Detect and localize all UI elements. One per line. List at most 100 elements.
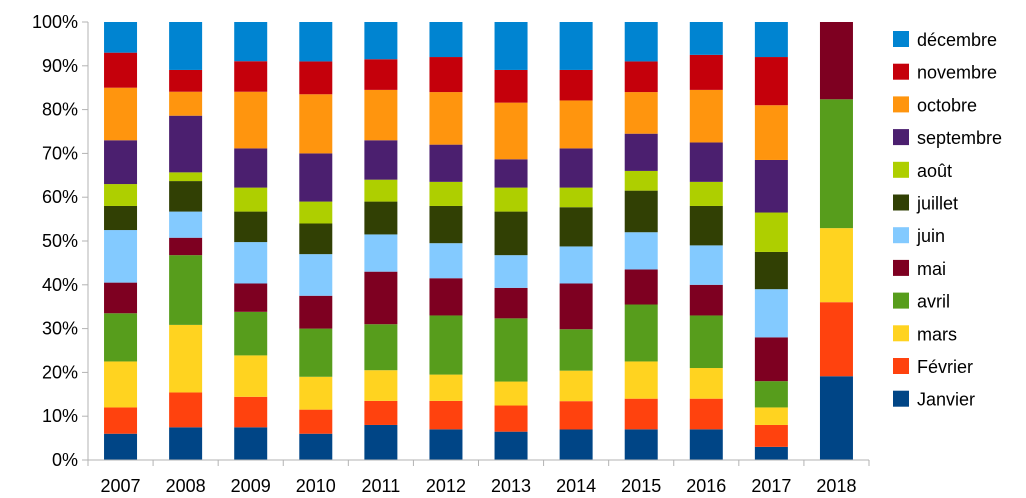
bar-segment-2015-juin [624,232,658,270]
bar-segment-2008-mars [169,324,203,393]
bar-segment-2007-novembre [104,52,138,88]
bar-segment-2011-juillet [364,201,398,235]
bar-segment-2018-mai [819,22,853,100]
legend-label: novembre [917,63,997,83]
bar-segment-2018-Janvier [819,376,853,460]
legend-label: juillet [916,194,958,214]
bar-segment-2008-août [169,172,203,182]
bar-segment-2007-juin [104,230,138,283]
bar-segment-2017-avril [754,381,788,408]
x-tick-label: 2011 [362,476,401,496]
bar-segment-2015-Février [624,398,658,430]
bar-segment-2011-avril [364,324,398,371]
bar-segment-2007-septembre [104,140,138,185]
y-tick-label: 60% [42,187,78,207]
bar-segment-2009-mars [234,355,268,397]
bar-segment-2013-novembre [494,69,528,103]
bar-segment-2011-mai [364,271,398,325]
bar-segment-2014-Janvier [559,429,593,460]
x-tick-label: 2015 [621,476,661,496]
bar-segment-2010-août [299,201,333,224]
bar-segment-2017-juin [754,289,788,338]
x-tick-label: 2007 [101,476,141,496]
bar-segment-2011-novembre [364,59,398,90]
legend-swatch-juillet [893,194,909,211]
bar-segment-2007-octobre [104,87,138,141]
bar-segment-2014-Février [559,401,593,430]
bar-segment-2008-septembre [169,115,203,173]
bar-segment-2013-juin [494,255,528,288]
plot-area [104,22,853,460]
bar-segment-2008-juillet [169,181,203,212]
bar-segment-2015-octobre [624,92,658,134]
bar-segment-2013-septembre [494,159,528,188]
bar-segment-2013-Janvier [494,431,528,460]
bar-segment-2009-juin [234,242,268,284]
bar-segment-2012-décembre [429,22,463,58]
legend-label: juin [916,226,945,246]
y-tick-label: 80% [42,100,78,120]
x-tick-label: 2012 [426,476,466,496]
bar-segment-2010-mars [299,376,333,410]
bar-segment-2015-novembre [624,61,658,93]
bar-segment-2010-juillet [299,223,333,255]
bar-segment-2016-Janvier [689,429,723,460]
bar-segment-2013-octobre [494,102,528,160]
bar-segment-2012-Février [429,400,463,430]
x-tick-label: 2010 [296,476,336,496]
legend-label: octobre [917,95,977,115]
bar-segment-2017-juillet [754,251,788,290]
legend-swatch-juin [893,227,909,244]
bar-segment-2011-Février [364,400,398,425]
y-tick-label: 30% [42,319,78,339]
bar-segment-2016-novembre [689,54,723,90]
bar-segment-2016-Février [689,398,723,430]
legend-label: décembre [917,30,997,50]
bar-segment-2015-mai [624,269,658,305]
bar-segment-2008-Février [169,392,203,428]
bar-segment-2014-octobre [559,100,593,149]
bar-segment-2011-octobre [364,89,398,141]
bar-segment-2008-Janvier [169,427,203,460]
bar-segment-2018-avril [819,99,853,229]
bar-segment-2010-décembre [299,22,333,62]
bar-segment-2017-décembre [754,22,788,58]
bar-segment-2012-avril [429,315,463,375]
bar-segment-2007-Février [104,407,138,434]
bar-segment-2017-août [754,212,788,252]
bar-segment-2012-novembre [429,57,463,93]
bar-segment-2012-août [429,181,463,206]
bar-segment-2011-mars [364,370,398,401]
bar-segment-2013-décembre [494,22,528,70]
bar-segment-2012-juillet [429,205,463,244]
x-tick-label: 2017 [751,476,791,496]
bar-segment-2007-décembre [104,22,138,53]
y-tick-label: 70% [42,143,78,163]
bar-segment-2012-septembre [429,144,463,182]
x-tick-label: 2016 [686,476,726,496]
bar-segment-2018-mars [819,228,853,303]
bar-segment-2008-novembre [169,69,203,92]
bar-segment-2017-mars [754,407,788,425]
bar-segment-2015-avril [624,304,658,362]
y-tick-label: 40% [42,275,78,295]
x-tick-label: 2013 [491,476,531,496]
legend-swatch-décembre [893,31,909,47]
legend-swatch-octobre [893,96,909,113]
bar-segment-2010-Février [299,409,333,434]
y-tick-label: 90% [42,56,78,76]
bar-segment-2017-octobre [754,105,788,160]
bar-segment-2010-mai [299,295,333,329]
legend-label: mai [917,259,946,279]
bar-segment-2008-avril [169,255,203,325]
bar-segment-2008-octobre [169,91,203,116]
bar-segment-2009-novembre [234,61,268,92]
bar-segment-2017-mai [754,337,788,382]
bar-segment-2014-août [559,187,593,208]
bar-segment-2013-mars [494,381,528,406]
bar-segment-2012-juin [429,243,463,279]
legend-swatch-Février [893,358,909,374]
bar-segment-2007-juillet [104,205,138,231]
bar-segment-2012-mai [429,278,463,316]
